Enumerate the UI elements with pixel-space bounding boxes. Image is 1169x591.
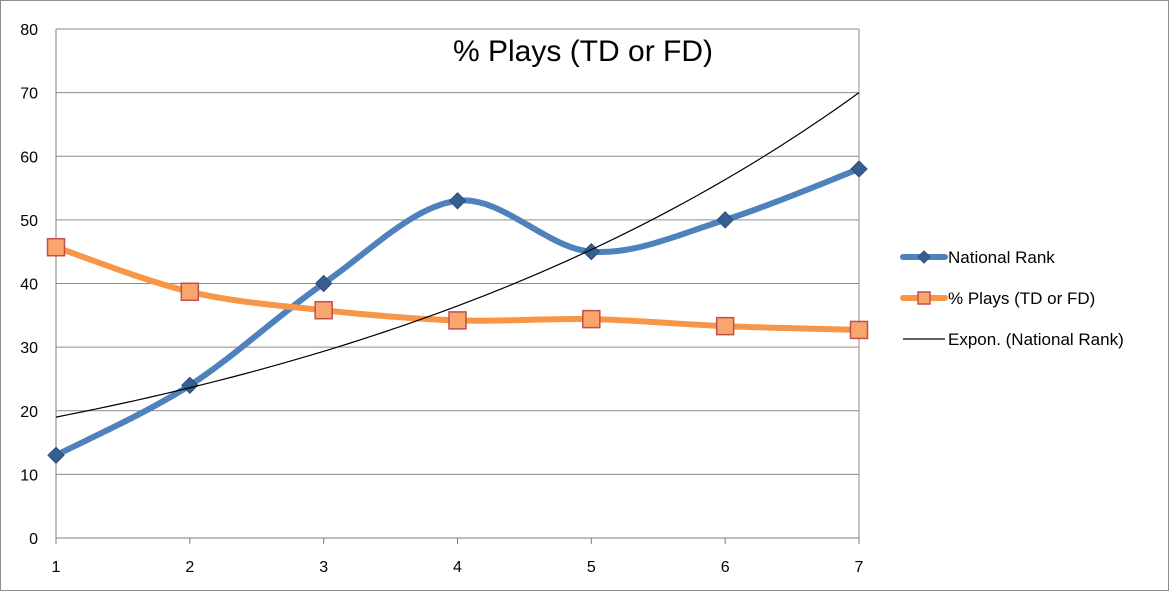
point-national-rank-7 [850, 160, 868, 178]
point-national-rank-1 [47, 446, 65, 464]
series-layer [46, 92, 869, 464]
x-tick-label-3: 3 [319, 559, 328, 576]
point-national-rank-6 [716, 211, 734, 229]
point-plays-td-or-fd-5 [582, 309, 601, 329]
point-national-rank-4 [448, 192, 467, 210]
y-tick-label-10: 10 [20, 467, 38, 484]
legend-label-expon-national-rank: Expon. (National Rank) [948, 330, 1124, 349]
y-tick-label-30: 30 [20, 340, 38, 357]
point-plays-td-or-fd-7 [849, 320, 869, 340]
y-tick-label-0: 0 [29, 531, 38, 548]
tick-labels: 0 10 20 30 40 50 60 70 80 1 2 3 4 5 6 7 [20, 22, 863, 576]
point-plays-td-or-fd-2 [180, 282, 200, 302]
series-line-exponential-trendline [55, 92, 860, 418]
point-plays-td-or-fd-1 [46, 237, 66, 257]
point-plays-td-or-fd-3 [314, 300, 333, 320]
legend-marker-national-rank [917, 250, 931, 264]
y-tick-label-70: 70 [20, 86, 38, 103]
legend-marker-plays-td-or-fd [917, 291, 931, 305]
gridlines [56, 28, 860, 538]
point-national-rank-3 [314, 274, 333, 293]
x-tick-label-4: 4 [453, 559, 462, 576]
legend-label-national-rank: National Rank [948, 248, 1055, 267]
x-tick-label-6: 6 [721, 559, 730, 576]
y-tick-label-40: 40 [20, 277, 38, 294]
y-tick-label-60: 60 [20, 149, 38, 166]
x-tick-label-5: 5 [587, 559, 596, 576]
chart-title: % Plays (TD or FD) [453, 35, 713, 68]
legend-label-plays-td-or-fd: % Plays (TD or FD) [948, 289, 1095, 308]
point-plays-td-or-fd-4 [448, 311, 467, 330]
y-tick-label-50: 50 [20, 213, 38, 230]
x-tick-label-1: 1 [52, 559, 61, 576]
y-tick-label-20: 20 [20, 404, 38, 421]
x-tick-label-7: 7 [855, 559, 864, 576]
y-tick-label-80: 80 [20, 22, 38, 39]
x-tick-label-2: 2 [185, 559, 194, 576]
point-plays-td-or-fd-6 [715, 316, 735, 336]
legend: National Rank % Plays (TD or FD) Expon. (N… [900, 248, 1124, 349]
